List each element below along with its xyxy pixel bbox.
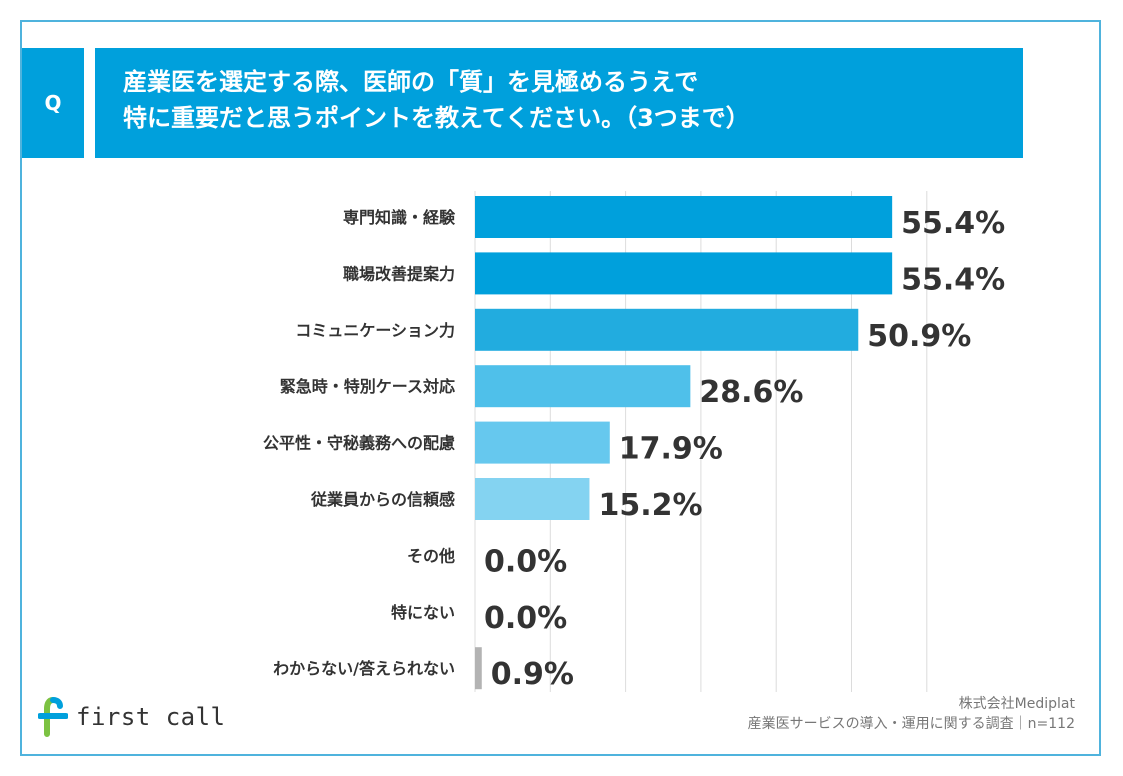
bar (475, 252, 893, 295)
bar (475, 647, 482, 690)
category-label: その他 (407, 546, 455, 565)
value-labels: 55.4% 55.4% 50.9% 28.6% 17.9% 15.2% 0.0% 0.0% 0.… (484, 206, 1005, 692)
source-survey: 産業医サービスの導入・運用に関する調査｜n=112 (747, 716, 1075, 732)
category-labels: 専門知識・経験職場改善提案力コミュニケーション力緊急時・特別ケース対応公平性・守… (263, 208, 456, 678)
value-label: 55.4% (901, 206, 1005, 241)
category-label: 職場改善提案力 (343, 264, 455, 283)
value-label: 0.0% (484, 544, 567, 579)
category-label: 専門知識・経験 (343, 208, 456, 227)
value-label: 0.9% (491, 657, 574, 692)
plus-icon (38, 697, 68, 737)
value-label: 50.9% (867, 319, 971, 354)
bar (475, 308, 859, 351)
question-line-2: 特に重要だと思うポイントを教えてください。（3つまで） (123, 104, 750, 132)
category-label: コミュニケーション力 (295, 321, 455, 340)
first-call-logo: first call (38, 694, 226, 740)
value-label: 15.2% (598, 488, 702, 523)
bar (475, 421, 610, 464)
question-badge: Q (22, 48, 84, 158)
source-company: 株式会社Mediplat (958, 696, 1075, 712)
value-label: 0.0% (484, 601, 567, 636)
value-label: 55.4% (901, 262, 1005, 297)
value-label: 28.6% (699, 375, 803, 410)
value-label: 17.9% (619, 432, 723, 467)
category-label: 特にない (391, 603, 455, 622)
question-line-1: 産業医を選定する際、医師の「質」を見極めるうえで (123, 68, 699, 96)
source-note: 株式会社Mediplat 産業医サービスの導入・運用に関する調査｜n=112 (748, 694, 1075, 734)
bar (475, 365, 691, 408)
question-box: 産業医を選定する際、医師の「質」を見極めるうえで 特に重要だと思うポイントを教え… (95, 48, 1023, 158)
category-label: 公平性・守秘義務への配慮 (263, 434, 455, 453)
category-label: 緊急時・特別ケース対応 (280, 377, 455, 396)
bars (475, 196, 893, 690)
bar (475, 478, 590, 520)
bar (475, 196, 893, 238)
category-label: わからない/答えられない (273, 659, 455, 678)
outer-frame (20, 20, 1101, 756)
logo-text: first call (76, 703, 226, 731)
category-label: 従業員からの信頼感 (310, 490, 455, 509)
